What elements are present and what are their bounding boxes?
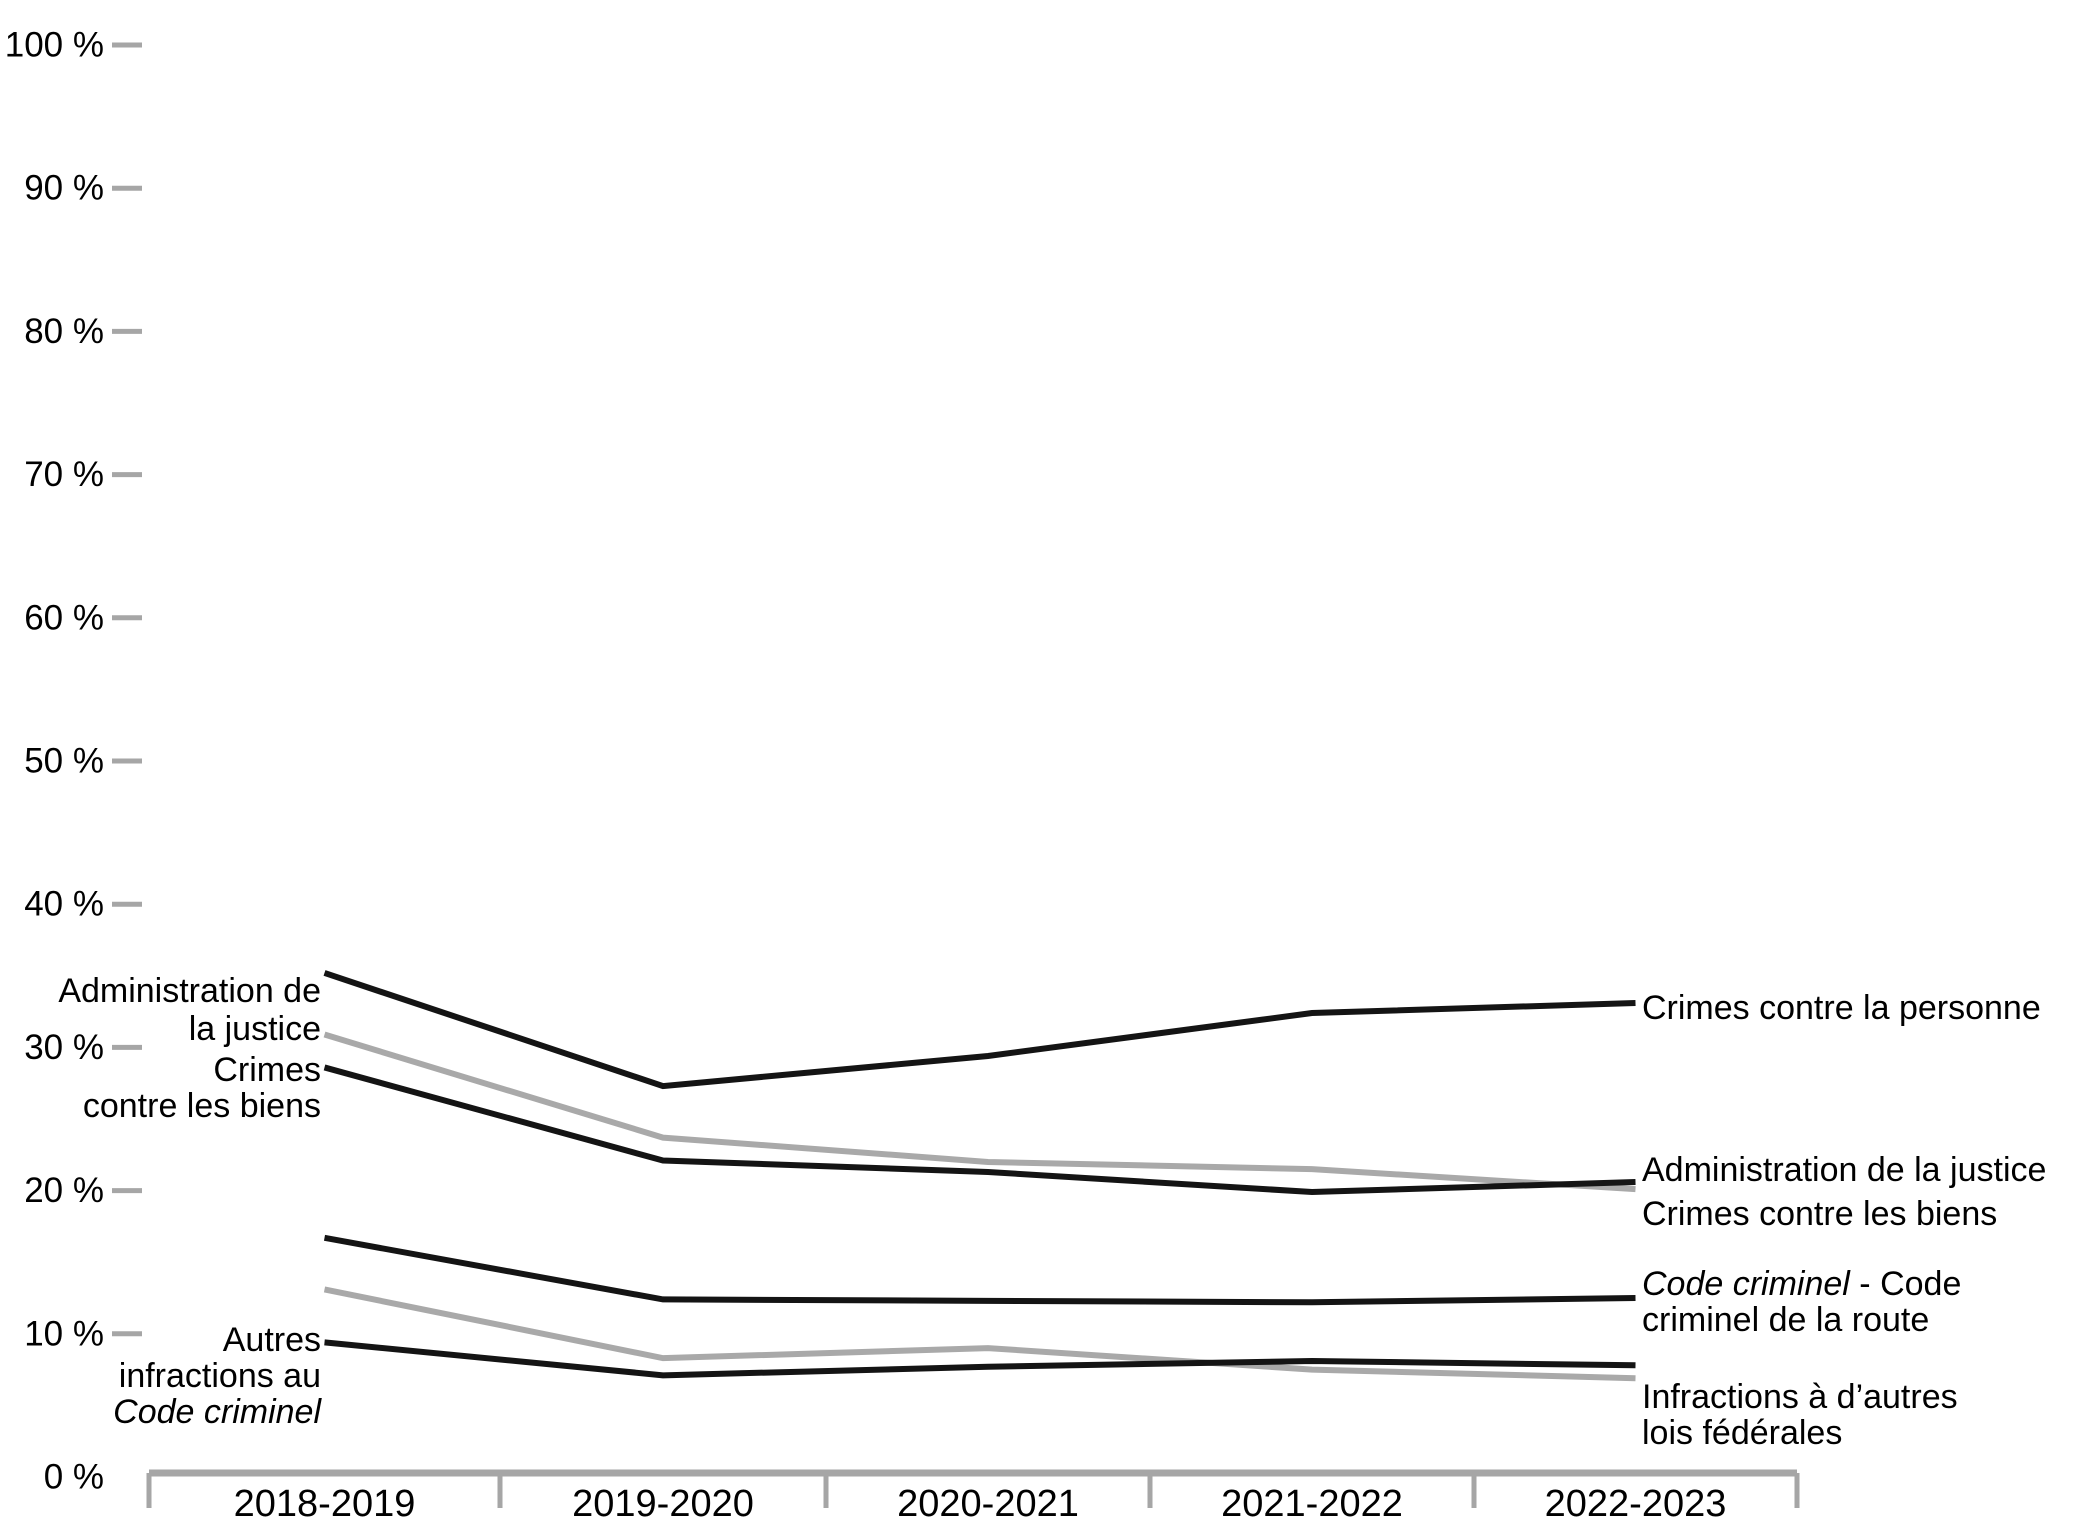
- series-line: [323, 1234, 1636, 1306]
- series-line: [323, 1064, 1636, 1196]
- x-axis-label: 2018-2019: [234, 1483, 416, 1525]
- series-line: [323, 970, 1636, 1090]
- series-label-right-personne: Crimes contre la personne: [1642, 989, 2041, 1027]
- series-label-right-route: Code criminel - Code criminel de la route: [1642, 1265, 1961, 1339]
- y-axis-label: 80 %: [24, 312, 104, 351]
- series-label-right-admin-biens: Administration de la justice Crimes contr…: [1642, 1151, 2046, 1233]
- x-axis-label: 2019-2020: [572, 1483, 754, 1525]
- y-axis-label: 100 %: [5, 26, 104, 65]
- y-axis-label: 40 %: [24, 885, 104, 924]
- y-axis-label: 50 %: [24, 742, 104, 781]
- y-axis-label: 70 %: [24, 455, 104, 494]
- series-line: [324, 1339, 1636, 1379]
- x-axis-label: 2020-2021: [897, 1483, 1079, 1525]
- y-axis-label: 0 %: [44, 1458, 104, 1497]
- series-line: [323, 1031, 1636, 1193]
- x-axis-label: 2021-2022: [1221, 1483, 1403, 1525]
- y-axis-label: 30 %: [24, 1028, 104, 1067]
- y-axis-label: 10 %: [24, 1314, 104, 1353]
- series-line: [323, 1286, 1636, 1382]
- y-axis-label: 60 %: [24, 598, 104, 637]
- series-label-left-autres: Autres infractions au Code criminel: [113, 1321, 322, 1431]
- y-axis-label: 20 %: [24, 1171, 104, 1210]
- series-label-left-admin: Administration de la justice: [58, 972, 321, 1048]
- series-label-left-biens: Crimes contre les biens: [83, 1051, 321, 1125]
- series-label-right-federales: Infractions à d’autres lois fédérales: [1642, 1378, 1958, 1452]
- x-axis-label: 2022-2023: [1545, 1483, 1727, 1525]
- y-axis-label: 90 %: [24, 169, 104, 208]
